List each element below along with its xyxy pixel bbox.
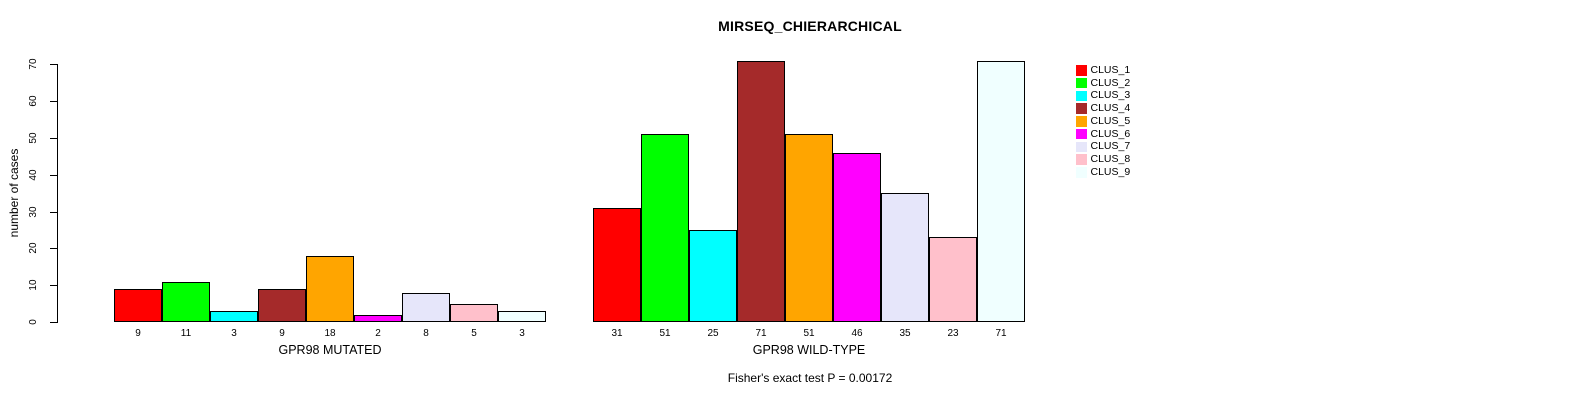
y-axis-tick <box>50 101 57 103</box>
legend-label: CLUS_6 <box>1090 127 1131 140</box>
bar-clus_5 <box>785 134 833 322</box>
bar-clus_4 <box>737 60 785 322</box>
bar-value-label: 5 <box>471 328 477 339</box>
legend-item-clus_1: CLUS_1 <box>1076 64 1130 77</box>
fisher-test-annotation: Fisher's exact test P = 0.00172 <box>727 371 893 385</box>
legend-swatch <box>1076 116 1087 127</box>
bar-clus_6 <box>833 152 881 322</box>
y-axis-tick <box>50 322 57 323</box>
legend-item-clus_5: CLUS_5 <box>1076 115 1130 128</box>
bar-value-label: 35 <box>899 328 911 339</box>
bar-clus_9 <box>498 310 546 322</box>
legend: CLUS_1 CLUS_2 CLUS_3 CLUS_4 CLUS_5 CLUS_6 CLUS… <box>1076 64 1130 179</box>
bar-value-label: 3 <box>231 328 237 339</box>
bar-clus_6 <box>354 314 402 322</box>
y-axis-tick-label: 30 <box>28 205 39 218</box>
legend-swatch <box>1076 90 1087 102</box>
y-axis-tick-label: 50 <box>28 132 39 144</box>
legend-swatch <box>1076 128 1087 140</box>
legend-item-clus_8: CLUS_8 <box>1076 153 1130 166</box>
legend-label: CLUS_8 <box>1090 153 1131 166</box>
bar-value-label: 51 <box>659 328 671 339</box>
legend-swatch <box>1076 167 1087 178</box>
bar-clus_3 <box>210 310 258 322</box>
bar-value-label: 31 <box>611 328 623 339</box>
legend-item-clus_9: CLUS_9 <box>1076 166 1130 179</box>
bar-clus_5 <box>306 255 354 322</box>
bar-value-label: 3 <box>519 328 525 339</box>
y-axis-tick <box>50 137 57 139</box>
legend-label: CLUS_2 <box>1090 76 1131 89</box>
legend-swatch <box>1076 77 1087 89</box>
bar-value-label: 8 <box>423 328 429 339</box>
bar-clus_1 <box>114 288 162 322</box>
bar-clus_7 <box>402 292 450 322</box>
bar-value-label: 2 <box>375 328 381 339</box>
bar-clus_9 <box>977 60 1025 322</box>
y-axis-tick-label: 10 <box>28 279 39 291</box>
legend-label: CLUS_7 <box>1090 140 1131 153</box>
bar-value-label: 25 <box>707 328 719 339</box>
x-axis-group-label: GPR98 WILD-TYPE <box>752 343 866 357</box>
bar-value-label: 71 <box>995 328 1007 339</box>
bar-clus_8 <box>929 237 977 322</box>
legend-swatch <box>1076 141 1087 153</box>
bar-value-label: 71 <box>755 328 767 339</box>
legend-swatch <box>1076 65 1087 76</box>
y-axis-tick-label: 20 <box>28 242 39 254</box>
y-axis-tick-label: 0 <box>28 319 39 325</box>
y-axis-line <box>57 64 58 323</box>
legend-swatch <box>1076 103 1087 114</box>
legend-label: CLUS_1 <box>1090 63 1131 76</box>
bar-value-label: 11 <box>180 328 192 339</box>
bar-clus_2 <box>641 134 689 322</box>
bar-clus_3 <box>689 229 737 322</box>
bar-clus_7 <box>881 193 929 322</box>
bar-value-label: 46 <box>851 328 863 339</box>
legend-item-clus_2: CLUS_2 <box>1076 77 1130 90</box>
y-axis-label: number of cases <box>7 148 21 238</box>
bar-value-label: 9 <box>135 328 141 339</box>
legend-item-clus_4: CLUS_4 <box>1076 102 1130 115</box>
y-axis-tick-label: 70 <box>28 58 39 70</box>
bar-value-label: 9 <box>279 328 285 339</box>
y-axis-tick-label: 40 <box>28 169 39 181</box>
bar-clus_2 <box>162 281 210 322</box>
y-axis-tick <box>50 248 57 250</box>
legend-item-clus_3: CLUS_3 <box>1076 90 1130 103</box>
y-axis-tick <box>50 211 57 213</box>
y-axis-tick <box>50 285 57 287</box>
bar-clus_8 <box>450 303 498 322</box>
bar-value-label: 18 <box>324 328 336 339</box>
y-axis-tick-label: 60 <box>28 95 39 107</box>
legend-item-clus_6: CLUS_6 <box>1076 128 1130 141</box>
legend-item-clus_7: CLUS_7 <box>1076 141 1130 154</box>
bar-value-label: 23 <box>947 328 959 339</box>
y-axis-tick <box>50 174 57 176</box>
x-axis-group-label: GPR98 MUTATED <box>278 343 382 357</box>
legend-label: CLUS_5 <box>1090 114 1131 127</box>
legend-label: CLUS_9 <box>1090 165 1131 178</box>
legend-swatch <box>1076 154 1087 165</box>
chart-title: MIRSEQ_CHIERARCHICAL <box>718 18 902 34</box>
legend-label: CLUS_3 <box>1090 89 1131 102</box>
bar-clus_1 <box>593 207 641 322</box>
bar-clus_4 <box>258 288 306 322</box>
legend-label: CLUS_4 <box>1090 102 1131 115</box>
bar-value-label: 51 <box>803 328 815 339</box>
y-axis-tick <box>50 64 57 66</box>
